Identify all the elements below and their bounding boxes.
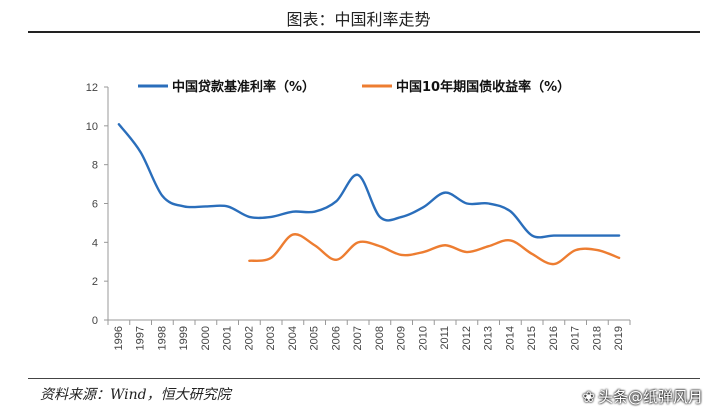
series-line-bond-yield — [248, 233, 621, 266]
x-tick-label: 2015 — [526, 326, 538, 350]
x-tick-label: 2016 — [548, 326, 560, 350]
x-tick-label: 2006 — [330, 326, 342, 350]
y-tick-label: 12 — [86, 82, 98, 94]
y-tick-label: 2 — [92, 276, 98, 288]
x-tick-label: 2002 — [243, 326, 255, 350]
wechat-icon: ❀ — [582, 388, 595, 406]
x-tick-label: 2011 — [439, 326, 451, 350]
x-tick-label: 1996 — [113, 326, 125, 350]
watermark-text: 头条@纸弹风月 — [597, 388, 703, 406]
source-note: 资料来源：Wind，恒大研究院 — [40, 387, 231, 403]
x-tick-label: 2012 — [461, 326, 473, 350]
x-tick-label: 2007 — [352, 326, 364, 350]
y-tick-label: 10 — [86, 121, 98, 133]
x-tick-label: 2001 — [222, 326, 234, 350]
x-tick-label: 2018 — [591, 326, 603, 350]
x-tick-label: 1999 — [178, 326, 190, 350]
watermark: ❀ 头条@纸弹风月 — [582, 386, 703, 407]
chart-title: 图表：中国利率走势 — [286, 10, 431, 29]
legend: 中国贷款基准利率（%） 中国10年期国债收益率（%） — [138, 79, 570, 95]
x-tick-label: 2003 — [265, 326, 277, 350]
source-divider — [28, 378, 700, 379]
x-tick-label: 2005 — [309, 326, 321, 350]
x-tick-label: 2010 — [417, 326, 429, 350]
x-tick-label: 2000 — [200, 326, 212, 350]
x-tick-label: 2019 — [613, 326, 625, 350]
series-line-loan-rate — [117, 123, 621, 239]
x-tick-label: 2009 — [396, 326, 408, 350]
x-tick-label: 2013 — [483, 326, 495, 350]
plot-area — [117, 123, 621, 266]
y-tick-label: 8 — [92, 160, 98, 172]
y-tick-label: 6 — [92, 199, 98, 211]
x-tick-label: 1998 — [156, 326, 168, 350]
x-tick-label: 2004 — [287, 326, 299, 350]
x-tick-label: 1997 — [135, 326, 147, 350]
title-divider — [28, 31, 700, 33]
y-tick-label: 0 — [92, 315, 98, 327]
legend-label-bond-yield: 中国10年期国债收益率（%） — [396, 79, 570, 95]
legend-label-loan-rate: 中国贷款基准利率（%） — [172, 79, 315, 95]
x-tick-label: 2017 — [570, 326, 582, 350]
x-tick-label: 2014 — [504, 326, 516, 350]
y-tick-label: 4 — [92, 237, 98, 249]
x-tick-label: 2008 — [374, 326, 386, 350]
axes: 0 2 4 6 8 10 12 1996 1997 1998 1999 2000 2001 2002 200… — [86, 82, 631, 350]
